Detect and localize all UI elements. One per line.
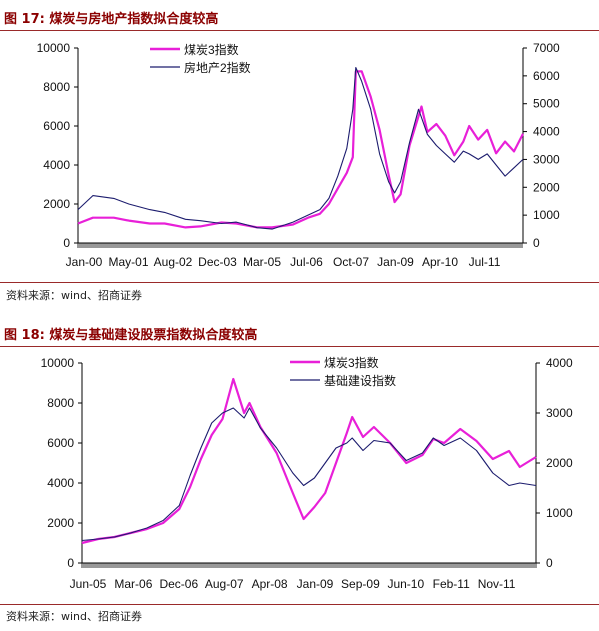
y-left-tick-label: 6000	[43, 119, 70, 133]
x-tick-label: Jun-05	[70, 577, 107, 591]
x-tick-label: Jul-06	[290, 255, 323, 269]
x-tick-label: Dec-03	[198, 255, 237, 269]
x-tick-label: Aug-02	[154, 255, 193, 269]
legend-label: 煤炭3指数	[324, 355, 379, 370]
y-left-tick-label: 0	[63, 236, 70, 250]
y-right-tick-label: 4000	[546, 356, 573, 370]
y-right-tick-label: 1000	[533, 208, 560, 222]
x-tick-label: Mar-05	[243, 255, 281, 269]
y-left-tick-label: 4000	[47, 476, 74, 490]
x-tick-label: Jun-10	[387, 577, 424, 591]
title-rule	[0, 30, 599, 31]
source-rule	[0, 604, 599, 605]
figure-17: 图 17: 煤炭与房地产指数拟合度较高 0 2000 4000 6000 8000 100…	[0, 0, 599, 310]
y-right-tick-label: 6000	[533, 69, 560, 83]
y-right-tick-label: 0	[533, 236, 540, 250]
x-tick-label: Jan-09	[377, 255, 414, 269]
y-right-tick-label: 5000	[533, 97, 560, 111]
x-tick-label: Apr-08	[252, 577, 288, 591]
y-left-tick-label: 8000	[47, 396, 74, 410]
series-line-coal	[77, 70, 524, 229]
x-tick-label: Jan-00	[66, 255, 103, 269]
x-axis-date-ticks	[77, 243, 523, 248]
y-right-tick-label: 4000	[533, 125, 560, 139]
x-tick-label: Jul-11	[469, 255, 501, 269]
x-tick-label: Mar-06	[114, 577, 152, 591]
y-right-tick-label: 2000	[546, 456, 573, 470]
y-right-tick-label: 3000	[533, 152, 560, 166]
title-rule	[0, 346, 599, 347]
y-left-tick-label: 4000	[43, 158, 70, 172]
x-tick-label: Aug-07	[205, 577, 244, 591]
y-right-tick-label: 1000	[546, 506, 573, 520]
x-tick-label: Dec-06	[159, 577, 198, 591]
y-left-tick-label: 2000	[43, 197, 70, 211]
source-rule	[0, 282, 599, 283]
y-right-tick-label: 3000	[546, 406, 573, 420]
legend-label: 房地产2指数	[184, 60, 251, 75]
y-right-tick-label: 7000	[533, 41, 560, 55]
chart-17: 0 2000 4000 6000 8000 10000 0 1000 2000 3000 4000 5…	[37, 41, 560, 269]
source-note: 资料来源：wind、招商证券	[6, 289, 143, 302]
x-tick-label: Jan-09	[297, 577, 334, 591]
y-right-tick-label: 2000	[533, 180, 560, 194]
y-right-tick-label: 0	[546, 556, 553, 570]
figure-18: 图 18: 煤炭与基础建设股票指数拟合度较高 0 2000 4000 6000 8000…	[0, 318, 599, 631]
y-left-tick-label: 6000	[47, 436, 74, 450]
x-axis-date-ticks	[81, 563, 537, 568]
y-left-tick-label: 0	[67, 556, 74, 570]
series-line-coal	[81, 377, 537, 545]
y-left-tick-label: 10000	[41, 356, 75, 370]
source-note: 资料来源：wind、招商证券	[6, 610, 143, 623]
figure-title: 图 18: 煤炭与基础建设股票指数拟合度较高	[4, 328, 258, 343]
figure-title: 图 17: 煤炭与房地产指数拟合度较高	[4, 12, 219, 27]
chart-18: 0 2000 4000 6000 8000 10000 0 1000 2000 3000 4000 J…	[41, 355, 573, 591]
x-tick-label: May-01	[108, 255, 148, 269]
legend-label: 煤炭3指数	[184, 42, 239, 57]
x-tick-label: Apr-10	[422, 255, 458, 269]
series-line-index	[81, 407, 537, 542]
y-left-tick-label: 10000	[37, 41, 71, 55]
x-tick-label: Feb-11	[433, 577, 470, 591]
legend-label: 基础建设指数	[324, 373, 396, 388]
x-tick-label: Nov-11	[478, 577, 516, 591]
y-left-tick-label: 2000	[47, 516, 74, 530]
x-tick-label: Oct-07	[333, 255, 369, 269]
x-tick-label: Sep-09	[341, 577, 380, 591]
series-line-index	[77, 66, 524, 230]
y-left-tick-label: 8000	[43, 80, 70, 94]
